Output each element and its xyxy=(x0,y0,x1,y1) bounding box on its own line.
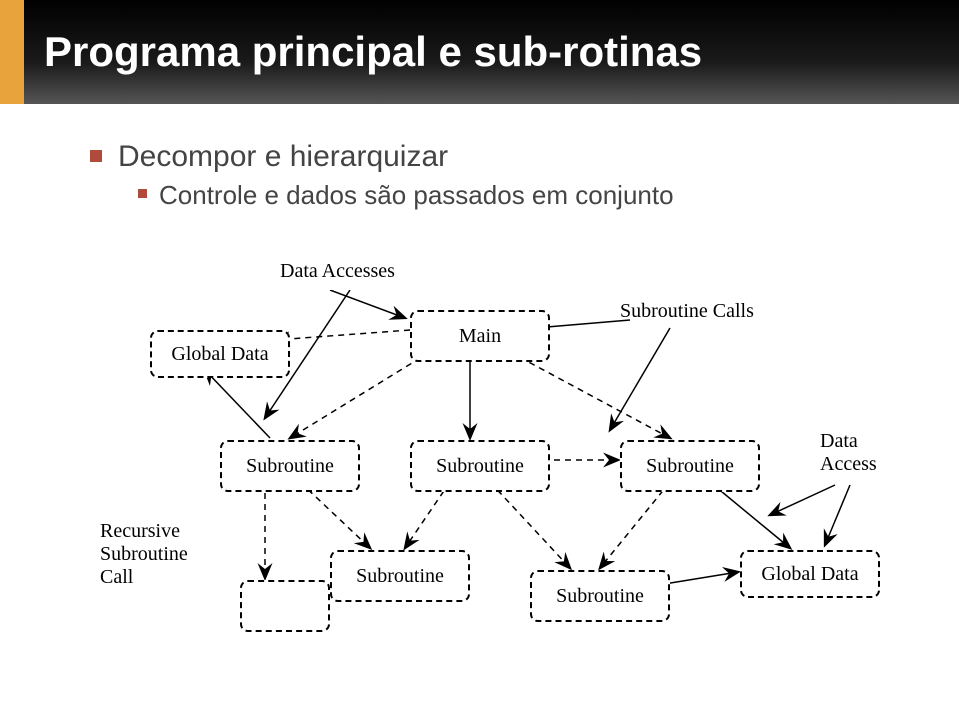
diagram: Global Data Main Subroutine Subroutine Subro… xyxy=(130,290,890,690)
edge-sr1-gd1 xyxy=(205,370,270,438)
label-rsc: Recursive Subroutine Call xyxy=(100,520,188,589)
label-da: Data Accesses xyxy=(280,260,395,283)
edge-sr2-sr5 xyxy=(490,482,570,568)
node-gd2: Global Data xyxy=(740,550,880,598)
bullet-2: Controle e dados são passados em conjunt… xyxy=(138,180,889,211)
node-main: Main xyxy=(410,310,550,362)
label-sc: Subroutine Calls xyxy=(620,300,754,323)
edge-da-m1 xyxy=(330,290,405,318)
edge-dac-e2 xyxy=(825,485,850,545)
edge-sc-sr3e xyxy=(610,328,670,430)
edge-main-sr1 xyxy=(290,352,430,438)
node-gd1: Global Data xyxy=(150,330,290,378)
bullet-icon xyxy=(90,150,102,162)
title-bar: Programa principal e sub-rotinas xyxy=(0,0,959,104)
bullet-2-text: Controle e dados são passados em conjunt… xyxy=(159,180,674,211)
bullet-1-text: Decompor e hierarquizar xyxy=(118,140,448,174)
edge-dac-e1 xyxy=(770,485,835,515)
node-blank xyxy=(240,580,330,632)
edge-main-gd1 xyxy=(275,330,410,340)
content-area: Decompor e hierarquizar Controle e dados… xyxy=(0,104,959,211)
node-sr2: Subroutine xyxy=(410,440,550,492)
bullet-1: Decompor e hierarquizar xyxy=(90,140,889,174)
node-sr3: Subroutine xyxy=(620,440,760,492)
slide-title: Programa principal e sub-rotinas xyxy=(44,28,702,76)
node-sr4: Subroutine xyxy=(330,550,470,602)
label-dac: Data Access xyxy=(820,430,877,476)
edge-sr3-sr5 xyxy=(600,482,670,568)
node-sr1: Subroutine xyxy=(220,440,360,492)
node-sr5: Subroutine xyxy=(530,570,670,622)
edge-main-sr3 xyxy=(510,352,670,438)
bullet-icon xyxy=(138,189,147,198)
accent-bar xyxy=(0,0,24,104)
